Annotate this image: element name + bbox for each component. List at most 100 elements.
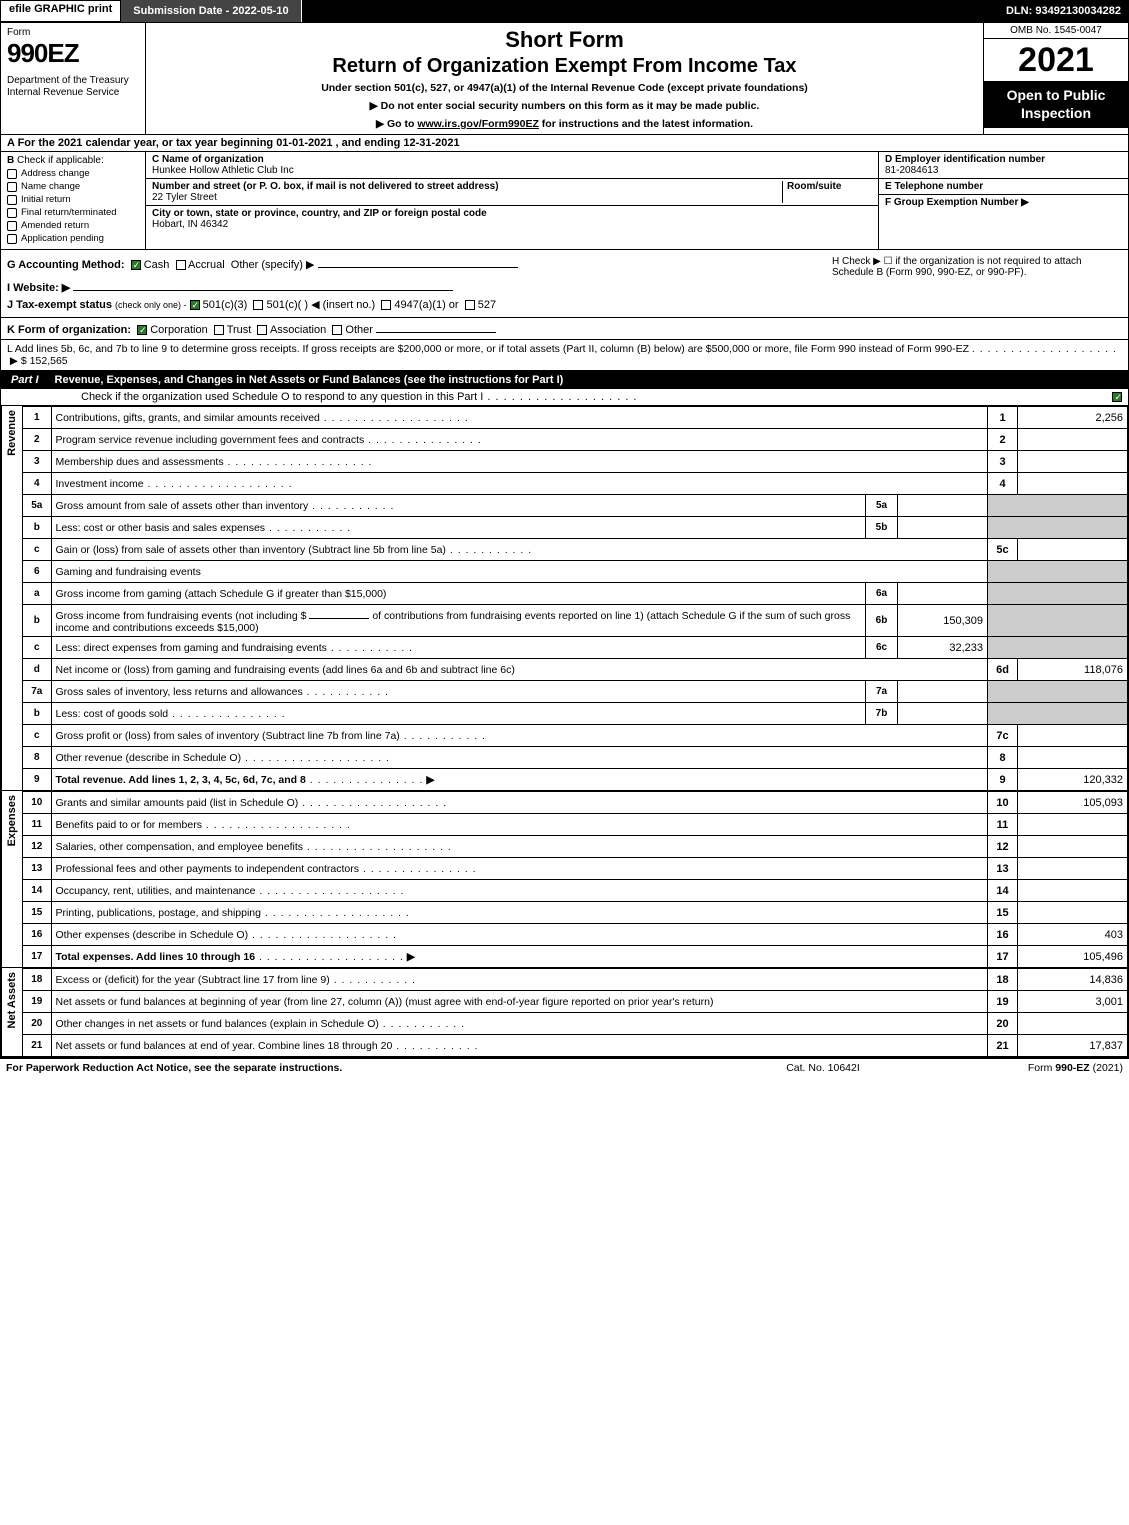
line-6d-amt: 118,076: [1018, 659, 1128, 681]
chk-trust[interactable]: [214, 325, 224, 335]
chk-application-pending[interactable]: Application pending: [7, 233, 139, 244]
line-8: 8Other revenue (describe in Schedule O)8: [23, 747, 1128, 769]
expenses-vlabel: Expenses: [1, 791, 23, 968]
line-20-desc: Other changes in net assets or fund bala…: [51, 1013, 988, 1035]
l-value: ▶ $ 152,565: [10, 355, 68, 367]
chk-association[interactable]: [257, 325, 267, 335]
line-12-desc: Salaries, other compensation, and employ…: [51, 836, 988, 858]
d-label: D Employer identification number: [885, 154, 1122, 165]
checkbox-icon: [7, 195, 17, 205]
org-address: 22 Tyler Street: [152, 192, 782, 203]
line-6b-d1: Gross income from fundraising events (no…: [56, 610, 307, 622]
checkbox-icon: [7, 208, 17, 218]
top-bar: efile GRAPHIC print Submission Date - 20…: [0, 0, 1129, 22]
netassets-vlabel: Net Assets: [1, 968, 23, 1057]
line-9-desc: Total revenue. Add lines 1, 2, 3, 4, 5c,…: [51, 769, 988, 791]
line-14-code: 14: [988, 880, 1018, 902]
i-label: I Website: ▶: [7, 282, 70, 294]
line-9-dots: [306, 774, 424, 786]
k-corp: Corporation: [150, 324, 207, 336]
j-sub: (check only one) -: [115, 300, 187, 310]
footer-left: For Paperwork Reduction Act Notice, see …: [6, 1062, 723, 1074]
line-11-code: 11: [988, 814, 1018, 836]
chk-cash[interactable]: [131, 260, 141, 270]
column-c: C Name of organization Hunkee Hollow Ath…: [146, 152, 878, 249]
netassets-grid: Net Assets 18Excess or (deficit) for the…: [1, 968, 1128, 1057]
c-name-label: C Name of organization: [152, 154, 872, 165]
footer-form: 990-EZ: [1055, 1062, 1089, 1074]
line-20-code: 20: [988, 1013, 1018, 1035]
line-14: 14Occupancy, rent, utilities, and mainte…: [23, 880, 1128, 902]
header-left: Form 990EZ Department of the Treasury In…: [1, 23, 146, 134]
line-4-desc: Investment income: [51, 473, 988, 495]
line-6b: bGross income from fundraising events (n…: [23, 605, 1128, 637]
header-row: Form 990EZ Department of the Treasury In…: [1, 23, 1128, 135]
line-9-amt: 120,332: [1018, 769, 1128, 791]
line-3-code: 3: [988, 451, 1018, 473]
line-7b-sub: 7b: [866, 703, 898, 725]
line-7b-amt: [898, 703, 988, 725]
line-2-desc: Program service revenue including govern…: [51, 429, 988, 451]
header-right: OMB No. 1545-0047 2021 Open to Public In…: [983, 23, 1128, 134]
chk-501c[interactable]: [253, 300, 263, 310]
open-to-public: Open to Public Inspection: [984, 81, 1128, 128]
line-17-dots: [255, 951, 404, 963]
line-2-amt: [1018, 429, 1128, 451]
line-14-desc: Occupancy, rent, utilities, and maintena…: [51, 880, 988, 902]
line-5b-sub: 5b: [866, 517, 898, 539]
line-17-amt: 105,496: [1018, 946, 1128, 968]
chk-501c3[interactable]: [190, 300, 200, 310]
opt-application-pending: Application pending: [21, 233, 104, 244]
line-6b-sub: 6b: [866, 605, 898, 637]
chk-address-change[interactable]: Address change: [7, 168, 139, 179]
b-label: B: [7, 155, 14, 166]
chk-527[interactable]: [465, 300, 475, 310]
line-5b-desc: Less: cost or other basis and sales expe…: [51, 517, 866, 539]
room-suite-label: Room/suite: [787, 181, 872, 192]
chk-4947[interactable]: [381, 300, 391, 310]
line-8-code: 8: [988, 747, 1018, 769]
irs-link[interactable]: www.irs.gov/Form990EZ: [417, 118, 539, 130]
g-cash: Cash: [144, 259, 170, 271]
line-4-amt: [1018, 473, 1128, 495]
line-1: 1Contributions, gifts, grants, and simil…: [23, 407, 1128, 429]
checkbox-icon: [1112, 392, 1122, 402]
org-name: Hunkee Hollow Athletic Club Inc: [152, 165, 872, 176]
chk-final-return[interactable]: Final return/terminated: [7, 207, 139, 218]
j-527: 527: [478, 299, 496, 311]
line-18-code: 18: [988, 969, 1018, 991]
line-20-amt: [1018, 1013, 1128, 1035]
chk-other-org[interactable]: [332, 325, 342, 335]
line-16: 16Other expenses (describe in Schedule O…: [23, 924, 1128, 946]
line-6b-blank[interactable]: [309, 607, 369, 619]
line-15: 15Printing, publications, postage, and s…: [23, 902, 1128, 924]
line-7b-desc: Less: cost of goods sold: [51, 703, 866, 725]
line-6c: cLess: direct expenses from gaming and f…: [23, 637, 1128, 659]
l-dots: [972, 343, 1117, 355]
part1-header: Part I Revenue, Expenses, and Changes in…: [1, 371, 1128, 389]
chk-initial-return[interactable]: Initial return: [7, 194, 139, 205]
submission-date: Submission Date - 2022-05-10: [121, 0, 301, 22]
line-g: G Accounting Method: Cash Accrual Other …: [7, 256, 832, 271]
line-2-code: 2: [988, 429, 1018, 451]
line-6a-sub: 6a: [866, 583, 898, 605]
part1-sub-check[interactable]: [1102, 391, 1122, 403]
part1-num: Part I: [1, 371, 49, 389]
g-other-field[interactable]: [318, 256, 518, 268]
line-13-desc: Professional fees and other payments to …: [51, 858, 988, 880]
line-21-amt: 17,837: [1018, 1035, 1128, 1057]
efile-print-label[interactable]: efile GRAPHIC print: [0, 0, 121, 22]
chk-accrual[interactable]: [176, 260, 186, 270]
footer-right: Form 990-EZ (2021): [923, 1062, 1123, 1074]
g-other: Other (specify) ▶: [231, 259, 315, 271]
line-18: 18Excess or (deficit) for the year (Subt…: [23, 969, 1128, 991]
line-18-amt: 14,836: [1018, 969, 1128, 991]
form-label: Form: [7, 27, 139, 38]
chk-corporation[interactable]: [137, 325, 147, 335]
k-other-field[interactable]: [376, 321, 496, 333]
chk-name-change[interactable]: Name change: [7, 181, 139, 192]
chk-amended-return[interactable]: Amended return: [7, 220, 139, 231]
checkbox-icon: [7, 221, 17, 231]
line-10-desc: Grants and similar amounts paid (list in…: [51, 792, 988, 814]
website-field[interactable]: [73, 279, 453, 291]
